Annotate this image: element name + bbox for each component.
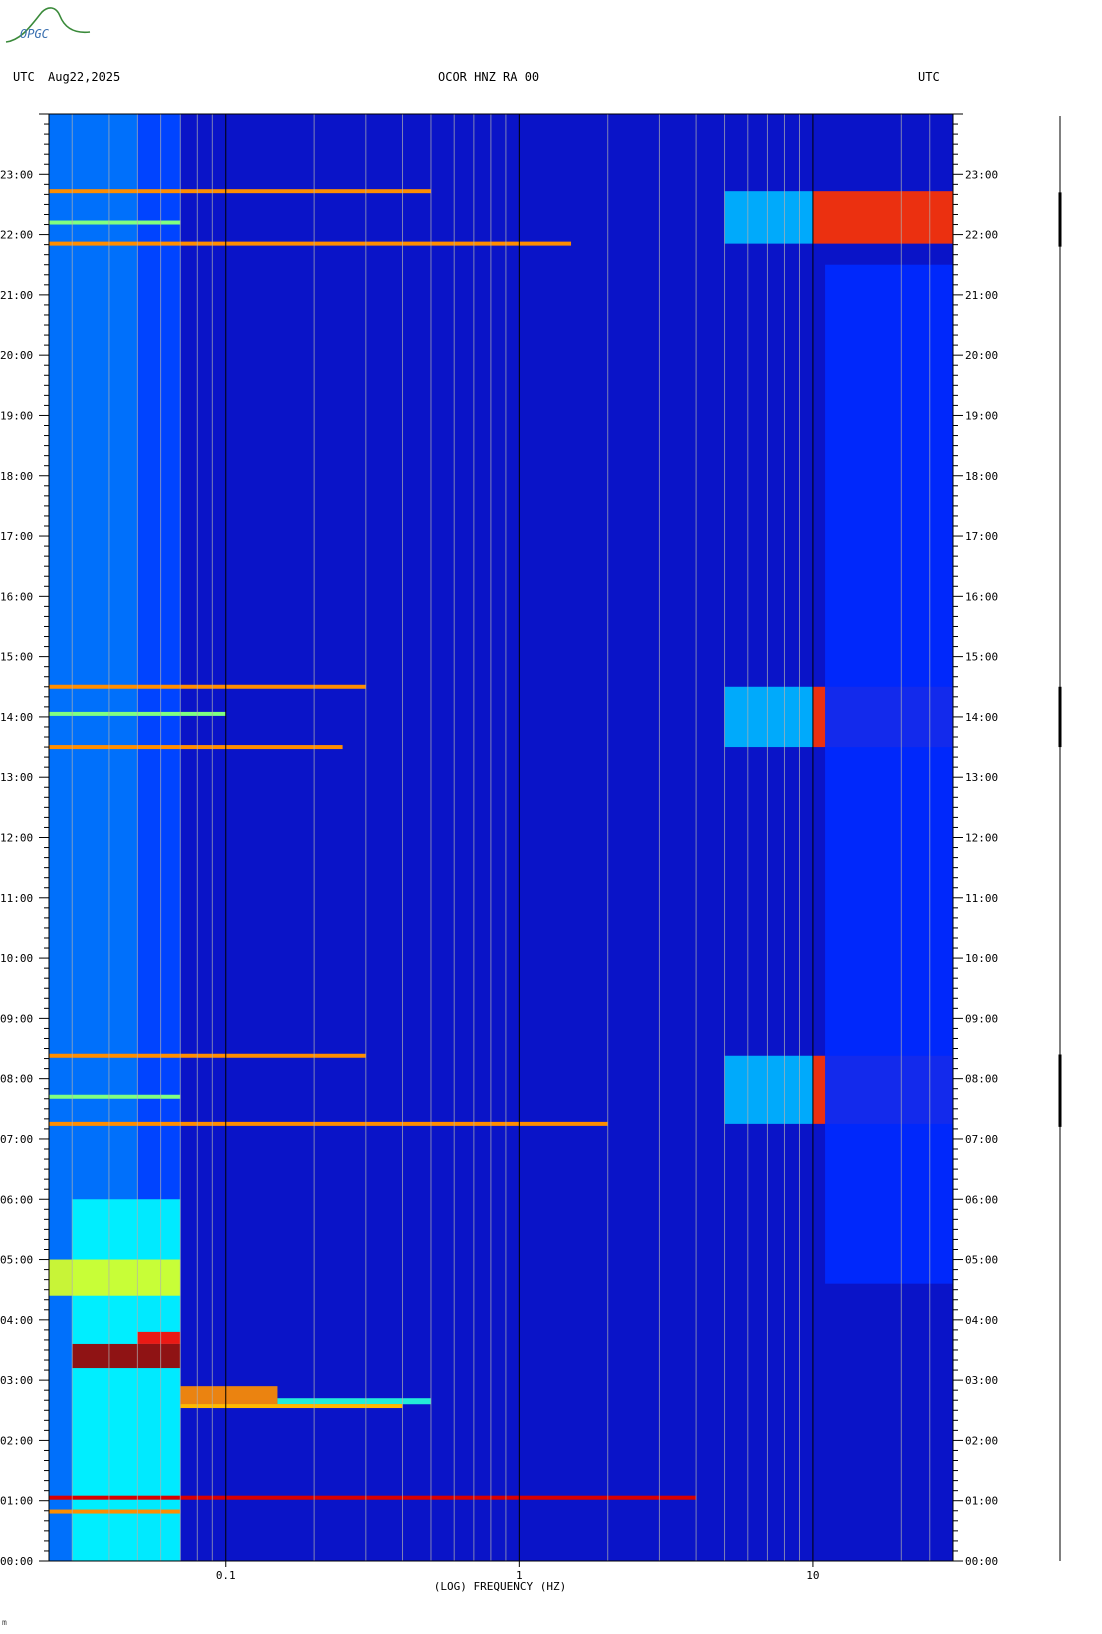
spectrogram-band-9 bbox=[49, 241, 572, 246]
spectrogram-band-4 bbox=[49, 1053, 366, 1058]
spectrogram-region-4 bbox=[72, 1343, 181, 1369]
opgc-logo-text: OPGC bbox=[20, 27, 50, 41]
opgc-logo: OPGC bbox=[5, 7, 91, 43]
spectrogram-band-11 bbox=[49, 220, 181, 225]
station-title: OCOR HNZ RA 00 bbox=[438, 70, 540, 84]
y-tick-label-right-10: 10:00 bbox=[965, 952, 998, 965]
y-tick-label-left-12: 12:00 bbox=[0, 832, 33, 845]
y-tick-label-left-23: 23:00 bbox=[0, 168, 33, 181]
y-tick-label-right-6: 06:00 bbox=[965, 1193, 998, 1206]
y-tick-label-right-8: 08:00 bbox=[965, 1073, 998, 1086]
spectrogram-region-14 bbox=[825, 264, 953, 1284]
y-tick-label-left-10: 10:00 bbox=[0, 952, 33, 965]
y-tick-label-left-17: 17:00 bbox=[0, 530, 33, 543]
y-tick-label-right-15: 15:00 bbox=[965, 651, 998, 664]
spectrogram-region-6 bbox=[180, 1386, 278, 1405]
x-tick-label-1: 1 bbox=[516, 1569, 523, 1582]
y-tick-label-left-9: 09:00 bbox=[0, 1012, 33, 1025]
spectrogram-region-2 bbox=[72, 1199, 181, 1561]
y-tick-label-right-21: 21:00 bbox=[965, 289, 998, 302]
y-tick-label-right-13: 13:00 bbox=[965, 771, 998, 784]
y-tick-label-left-19: 19:00 bbox=[0, 409, 33, 422]
footer-mark: m bbox=[2, 1618, 7, 1627]
spectrogram-region-7 bbox=[277, 1398, 431, 1405]
spectrogram-band-6 bbox=[49, 745, 343, 750]
y-tick-label-left-14: 14:00 bbox=[0, 711, 33, 724]
spectrogram-band-7 bbox=[49, 684, 366, 689]
y-tick-label-left-2: 02:00 bbox=[0, 1434, 33, 1447]
y-tick-label-left-22: 22:00 bbox=[0, 229, 33, 242]
y-tick-label-right-11: 11:00 bbox=[965, 892, 998, 905]
y-tick-label-left-8: 08:00 bbox=[0, 1073, 33, 1086]
y-tick-label-right-23: 23:00 bbox=[965, 168, 998, 181]
utc-label-right: UTC bbox=[918, 70, 940, 84]
y-tick-label-right-17: 17:00 bbox=[965, 530, 998, 543]
spectrogram-band-0 bbox=[49, 1495, 697, 1500]
y-tick-label-right-16: 16:00 bbox=[965, 590, 998, 603]
y-tick-label-left-13: 13:00 bbox=[0, 771, 33, 784]
x-axis-label: (LOG) FREQUENCY (HZ) bbox=[434, 1580, 566, 1593]
spectrogram-background bbox=[49, 114, 953, 1561]
spectrogram-region-5 bbox=[137, 1331, 181, 1344]
x-tick-label-2: 10 bbox=[806, 1569, 819, 1582]
y-tick-label-left-3: 03:00 bbox=[0, 1374, 33, 1387]
spectrogram-region-9 bbox=[724, 1055, 813, 1124]
y-tick-label-right-1: 01:00 bbox=[965, 1495, 998, 1508]
y-tick-label-left-7: 07:00 bbox=[0, 1133, 33, 1146]
date-label: Aug22,2025 bbox=[48, 70, 121, 84]
y-tick-label-right-5: 05:00 bbox=[965, 1254, 998, 1267]
y-tick-label-right-3: 03:00 bbox=[965, 1374, 998, 1387]
y-tick-label-right-0: 00:00 bbox=[965, 1555, 998, 1568]
y-tick-label-right-22: 22:00 bbox=[965, 229, 998, 242]
spectrogram-band-10 bbox=[49, 189, 431, 194]
y-tick-label-left-11: 11:00 bbox=[0, 892, 33, 905]
spectrogram-region-13 bbox=[724, 191, 813, 244]
y-tick-label-left-1: 01:00 bbox=[0, 1495, 33, 1508]
y-tick-label-left-0: 00:00 bbox=[0, 1555, 33, 1568]
y-tick-label-right-18: 18:00 bbox=[965, 470, 998, 483]
utc-label-left: UTC bbox=[13, 70, 35, 84]
y-tick-label-left-6: 06:00 bbox=[0, 1193, 33, 1206]
spectrogram-region-11 bbox=[724, 686, 813, 748]
y-tick-label-left-5: 05:00 bbox=[0, 1254, 33, 1267]
y-tick-label-right-12: 12:00 bbox=[965, 832, 998, 845]
x-tick-label-0: 0.1 bbox=[216, 1569, 236, 1582]
y-tick-label-right-4: 04:00 bbox=[965, 1314, 998, 1327]
spectrogram-band-3 bbox=[49, 1121, 608, 1126]
spectrogram-band-1 bbox=[49, 1509, 181, 1514]
y-tick-label-right-2: 02:00 bbox=[965, 1434, 998, 1447]
y-tick-label-right-20: 20:00 bbox=[965, 349, 998, 362]
y-tick-label-left-18: 18:00 bbox=[0, 470, 33, 483]
y-tick-label-left-21: 21:00 bbox=[0, 289, 33, 302]
y-tick-label-right-9: 09:00 bbox=[965, 1012, 998, 1025]
spectrogram-region-3 bbox=[49, 1259, 181, 1296]
y-tick-label-right-14: 14:00 bbox=[965, 711, 998, 724]
y-tick-label-left-4: 04:00 bbox=[0, 1314, 33, 1327]
spectrogram-band-2 bbox=[180, 1404, 403, 1409]
spectrogram-band-5 bbox=[49, 1094, 181, 1099]
spectrogram-region-12 bbox=[812, 191, 953, 244]
y-tick-label-left-20: 20:00 bbox=[0, 349, 33, 362]
y-tick-label-left-15: 15:00 bbox=[0, 651, 33, 664]
y-tick-label-left-16: 16:00 bbox=[0, 590, 33, 603]
y-tick-label-right-19: 19:00 bbox=[965, 409, 998, 422]
y-tick-label-right-7: 07:00 bbox=[965, 1133, 998, 1146]
